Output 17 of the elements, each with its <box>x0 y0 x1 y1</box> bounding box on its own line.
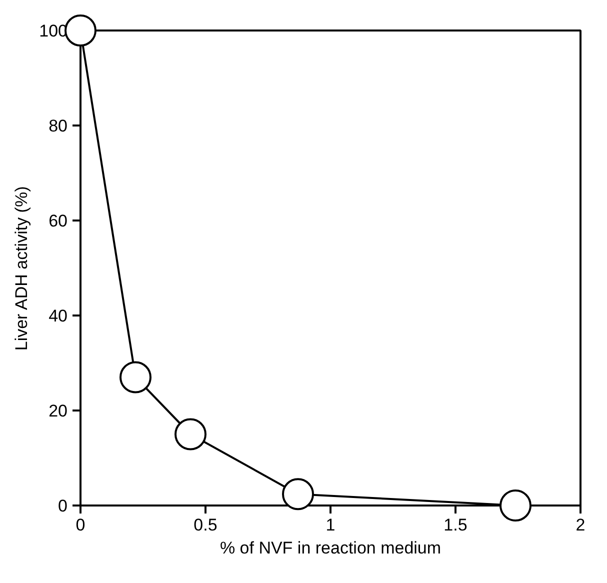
x-tick-label: 0.5 <box>194 516 218 534</box>
y-tick-label: 40 <box>48 306 68 326</box>
point <box>282 478 314 510</box>
x-tick-label: 1 <box>326 516 336 534</box>
y-tick-label: 80 <box>48 116 68 136</box>
y-tick-label: 60 <box>48 212 68 230</box>
y-axis-title: Liver ADH activity (%) <box>12 186 32 351</box>
y-tick-label: 0 <box>58 496 68 516</box>
y-tick-label: 20 <box>48 402 68 420</box>
x-axis-title: % of NVF in reaction medium <box>220 538 442 558</box>
point <box>120 361 152 394</box>
point <box>174 418 206 450</box>
point <box>500 490 532 522</box>
x-tick-label: 2 <box>576 516 586 534</box>
point <box>64 14 96 46</box>
x-tick-label: 1.5 <box>444 516 468 534</box>
x-tick-label: 0 <box>76 516 86 534</box>
